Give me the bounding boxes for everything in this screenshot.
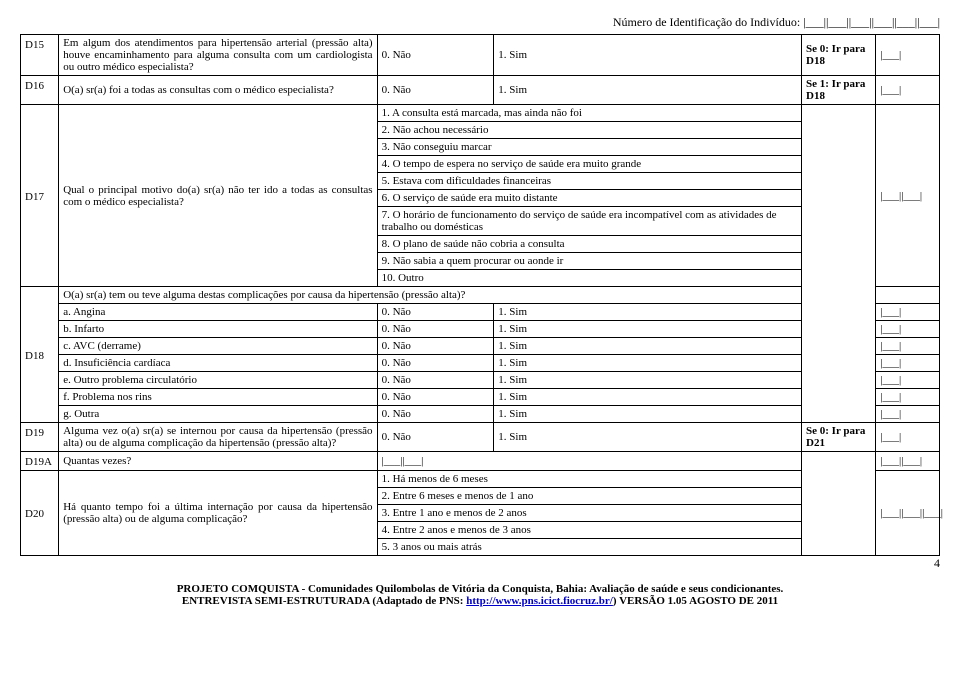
questionnaire-table: D15 Em algum dos atendimentos para hiper… xyxy=(20,34,940,556)
jump-d19: Se 0: Ir para D21 xyxy=(802,423,876,452)
d18-g-no: 0. Não xyxy=(377,406,494,423)
row-d15: D15 Em algum dos atendimentos para hiper… xyxy=(21,35,940,76)
d20-opt-2: 2. Entre 6 meses e menos de 1 ano xyxy=(377,488,801,505)
row-d16: D16 O(a) sr(a) foi a todas as consultas … xyxy=(21,76,940,105)
d20-opt-1: 1. Há menos de 6 meses xyxy=(377,471,801,488)
footer-line1: PROJETO COMQUISTA - Comunidades Quilombo… xyxy=(177,583,784,595)
d20-jump-blank xyxy=(802,471,876,556)
id-number-line: Número de Identificação do Indivíduo: |_… xyxy=(20,15,940,30)
opt-no-d16: 0. Não xyxy=(377,76,494,105)
d18-b-box: |___| xyxy=(876,321,940,338)
d17-opt-10: 10. Outro xyxy=(377,270,801,287)
d17-opt-2: 2. Não achou necessário xyxy=(377,122,801,139)
row-d20-1: D20 Há quanto tempo foi a última interna… xyxy=(21,471,940,488)
box-d15: |___| xyxy=(876,35,940,76)
d18-b-no: 0. Não xyxy=(377,321,494,338)
d20-opt-5: 5. 3 anos ou mais atrás xyxy=(377,539,801,556)
code-d15: D15 xyxy=(21,35,59,76)
text-d17: Qual o principal motivo do(a) sr(a) não … xyxy=(59,105,377,287)
d18-f-yes: 1. Sim xyxy=(494,389,802,406)
d18-f-box: |___| xyxy=(876,389,940,406)
d17-opt-7: 7. O horário de funcionamento do serviço… xyxy=(377,207,801,236)
d18-jump-blank xyxy=(802,287,876,423)
d17-opt-3: 3. Não conseguiu marcar xyxy=(377,139,801,156)
d18-c-box: |___| xyxy=(876,338,940,355)
d18-lead-box xyxy=(876,287,940,304)
footer-link[interactable]: http://www.pns.icict.fiocruz.br/ xyxy=(466,595,613,607)
d18-b: b. Infarto xyxy=(59,321,377,338)
row-d19a: D19A Quantas vezes? |___||___| |___||___… xyxy=(21,452,940,471)
d17-jump-blank xyxy=(802,105,876,287)
d18-a-box: |___| xyxy=(876,304,940,321)
d17-opt-1: 1. A consulta está marcada, mas ainda nã… xyxy=(377,105,801,122)
d18-e: e. Outro problema circulatório xyxy=(59,372,377,389)
d18-f-no: 0. Não xyxy=(377,389,494,406)
d17-opt-6: 6. O serviço de saúde era muito distante xyxy=(377,190,801,207)
jump-d15: Se 0: Ir para D18 xyxy=(802,35,876,76)
d18-c: c. AVC (derrame) xyxy=(59,338,377,355)
page-number: 4 xyxy=(20,556,940,571)
d18-a-no: 0. Não xyxy=(377,304,494,321)
box-d20: |___||___||___| xyxy=(876,471,940,556)
code-d20: D20 xyxy=(21,471,59,556)
d18-e-yes: 1. Sim xyxy=(494,372,802,389)
box-d19a: |___||___| xyxy=(876,452,940,471)
text-d18-lead: O(a) sr(a) tem ou teve alguma destas com… xyxy=(59,287,802,304)
d18-e-box: |___| xyxy=(876,372,940,389)
d20-opt-3: 3. Entre 1 ano e menos de 2 anos xyxy=(377,505,801,522)
box-d19: |___| xyxy=(876,423,940,452)
d18-e-no: 0. Não xyxy=(377,372,494,389)
opt-yes-d15: 1. Sim xyxy=(494,35,802,76)
code-d19a: D19A xyxy=(21,452,59,471)
d18-d-no: 0. Não xyxy=(377,355,494,372)
text-d19a: Quantas vezes? xyxy=(59,452,377,471)
box-d16: |___| xyxy=(876,76,940,105)
d18-d-box: |___| xyxy=(876,355,940,372)
d18-d: d. Insuficiência cardíaca xyxy=(59,355,377,372)
code-d19: D19 xyxy=(21,423,59,452)
d18-a: a. Angina xyxy=(59,304,377,321)
row-d17-1: D17 Qual o principal motivo do(a) sr(a) … xyxy=(21,105,940,122)
d17-opt-5: 5. Estava com dificuldades financeiras xyxy=(377,173,801,190)
opt-yes-d19: 1. Sim xyxy=(494,423,802,452)
opt-yes-d16: 1. Sim xyxy=(494,76,802,105)
d17-opt-9: 9. Não sabia a quem procurar ou aonde ir xyxy=(377,253,801,270)
box-d17: |___||___| xyxy=(876,105,940,287)
footer-block: PROJETO COMQUISTA - Comunidades Quilombo… xyxy=(20,583,940,607)
opt-no-d15: 0. Não xyxy=(377,35,494,76)
d18-c-yes: 1. Sim xyxy=(494,338,802,355)
d18-d-yes: 1. Sim xyxy=(494,355,802,372)
row-d19: D19 Alguma vez o(a) sr(a) se internou po… xyxy=(21,423,940,452)
ans-d19a: |___||___| xyxy=(377,452,801,471)
code-d17: D17 xyxy=(21,105,59,287)
footer-line2b: ) VERSÃO 1.05 AGOSTO DE 2011 xyxy=(613,595,778,607)
footer-line2a: ENTREVISTA SEMI-ESTRUTURADA (Adaptado de… xyxy=(182,595,466,607)
d19a-jump-blank xyxy=(802,452,876,471)
text-d15: Em algum dos atendimentos para hipertens… xyxy=(59,35,377,76)
code-d18: D18 xyxy=(21,287,59,423)
text-d20: Há quanto tempo foi a última internação … xyxy=(59,471,377,556)
d17-opt-4: 4. O tempo de espera no serviço de saúde… xyxy=(377,156,801,173)
row-d18-lead: D18 O(a) sr(a) tem ou teve alguma destas… xyxy=(21,287,940,304)
d18-a-yes: 1. Sim xyxy=(494,304,802,321)
d18-g: g. Outra xyxy=(59,406,377,423)
d18-b-yes: 1. Sim xyxy=(494,321,802,338)
d17-opt-8: 8. O plano de saúde não cobria a consult… xyxy=(377,236,801,253)
d20-opt-4: 4. Entre 2 anos e menos de 3 anos xyxy=(377,522,801,539)
opt-no-d19: 0. Não xyxy=(377,423,494,452)
text-d19: Alguma vez o(a) sr(a) se internou por ca… xyxy=(59,423,377,452)
d18-f: f. Problema nos rins xyxy=(59,389,377,406)
text-d16: O(a) sr(a) foi a todas as consultas com … xyxy=(59,76,377,105)
d18-g-box: |___| xyxy=(876,406,940,423)
code-d16: D16 xyxy=(21,76,59,105)
d18-g-yes: 1. Sim xyxy=(494,406,802,423)
jump-d16: Se 1: Ir para D18 xyxy=(802,76,876,105)
d18-c-no: 0. Não xyxy=(377,338,494,355)
